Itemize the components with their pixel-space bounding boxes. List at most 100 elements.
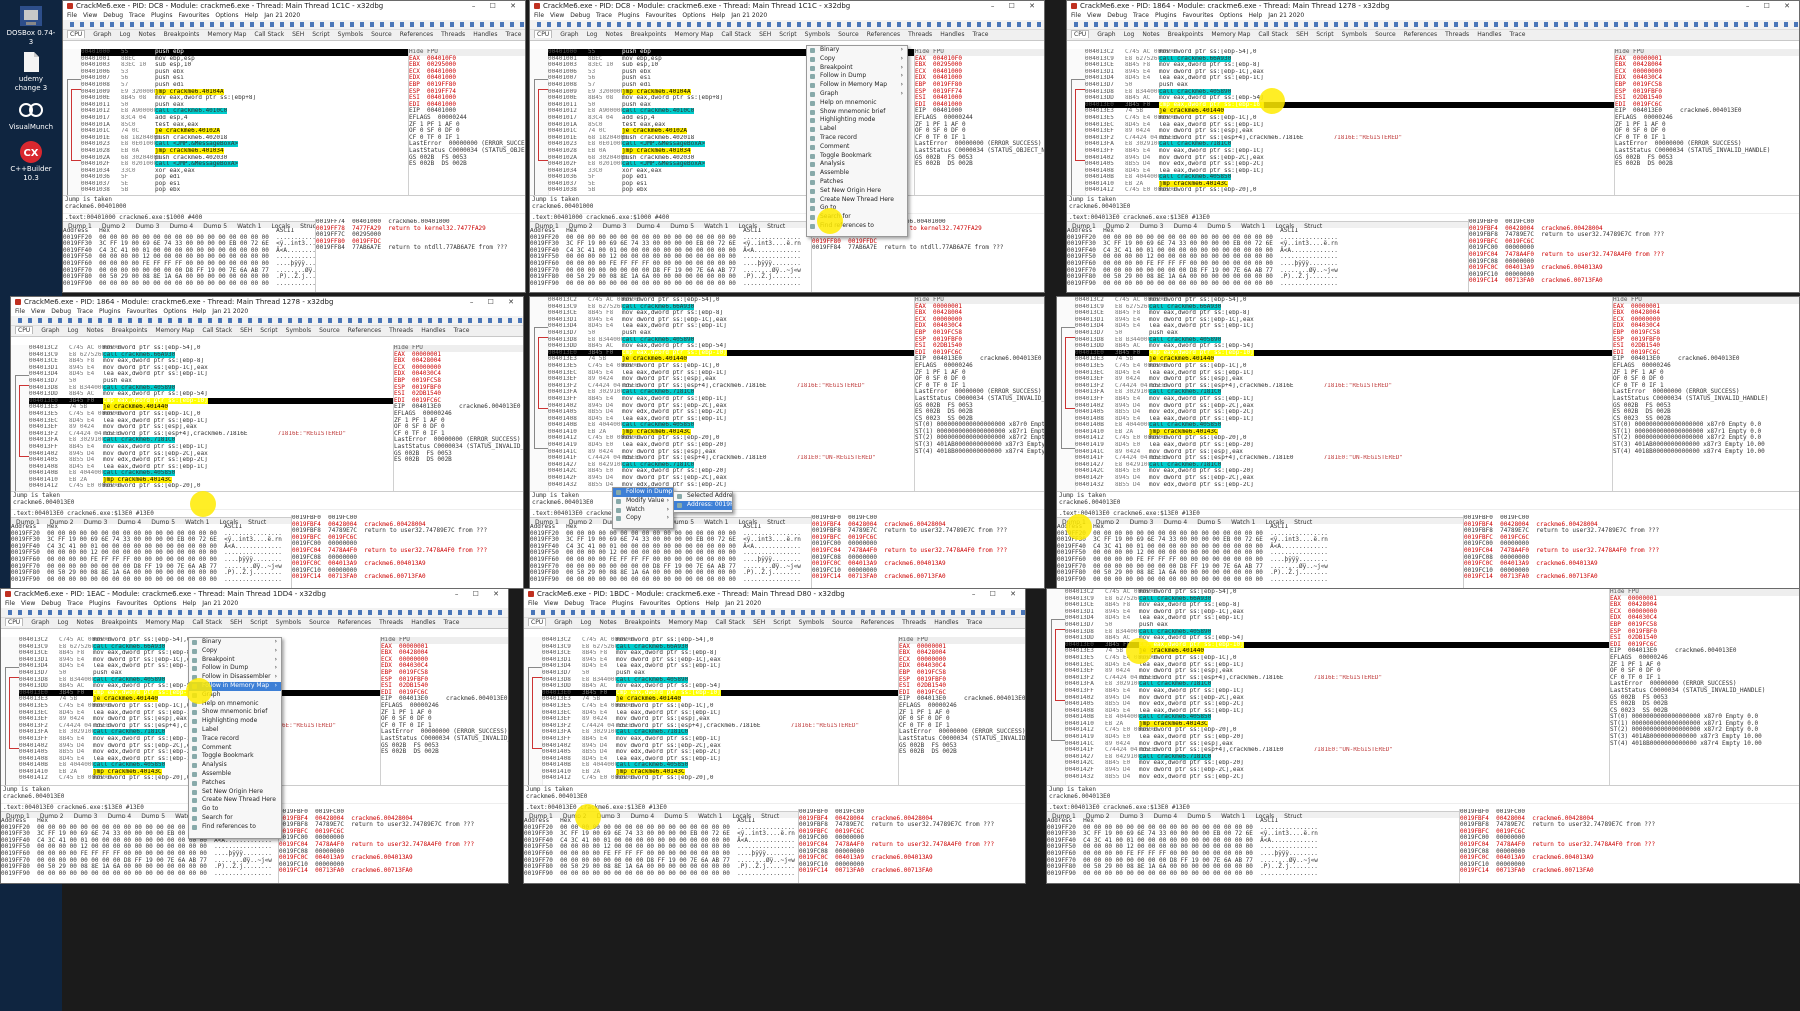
register-line[interactable]: EBX 00428004 bbox=[1613, 309, 1660, 317]
register-line[interactable]: OF 0 SF 0 DF 0 bbox=[409, 127, 460, 135]
tab-seh[interactable]: SEH bbox=[759, 31, 772, 38]
tab-dump-5[interactable]: Dump 5 bbox=[670, 223, 695, 230]
disasm-line[interactable]: 004013DD 8B45 AC mov eax,dword ptr ss:[ebp… bbox=[1065, 635, 1610, 642]
disasm-line[interactable]: 00401408 8D45 E4 lea eax,dword ptr ss:[ebp… bbox=[548, 416, 915, 423]
register-line[interactable]: EBX 00428004 bbox=[915, 309, 962, 317]
register-line[interactable]: ESP 0019FBF0 bbox=[899, 675, 946, 683]
tab-memory-map[interactable]: Memory Map bbox=[155, 327, 195, 334]
tab-dump-2[interactable]: Dump 2 bbox=[1085, 813, 1110, 820]
register-line[interactable]: EFLAGS 00000246 bbox=[1610, 653, 1668, 661]
register-line[interactable]: ECX 00000000 bbox=[915, 315, 962, 323]
menu-item-trace[interactable]: Trace bbox=[590, 600, 606, 607]
disasm-line[interactable]: 00401412 C745 E0 000000mov dword ptr ss:[… bbox=[1075, 435, 1613, 442]
register-line[interactable]: ES 002B DS 002B bbox=[915, 408, 973, 416]
disasm-line[interactable]: 004013FA E8 30291000call crackme6.7181C0 bbox=[548, 389, 915, 396]
disasm-line[interactable]: 004013D7 50 push eax bbox=[19, 670, 381, 677]
context-menu-item[interactable]: Help on mnemonic bbox=[189, 700, 281, 709]
tab-dump-1[interactable]: Dump 1 bbox=[6, 813, 30, 820]
tab-symbols[interactable]: Symbols bbox=[804, 31, 831, 38]
disassembly-pane[interactable]: 004013C2 C745 AC 000000mov dword ptr ss:[… bbox=[530, 297, 915, 491]
tab-struct[interactable]: Struct bbox=[300, 223, 319, 230]
disasm-line[interactable]: 00401036 5F pop edi bbox=[548, 174, 915, 181]
menu-item-favourites[interactable]: Favourites bbox=[178, 12, 210, 19]
register-line[interactable]: CS 0023 SS 002B bbox=[1613, 414, 1671, 422]
disasm-line[interactable]: 00401001 8BEC mov ebp,esp bbox=[81, 56, 409, 63]
register-line[interactable]: ESI 02DB1540 bbox=[1610, 634, 1657, 642]
tab-call-stack[interactable]: Call Stack bbox=[192, 619, 223, 626]
tab-cpu[interactable]: CPU bbox=[534, 30, 553, 38]
tab-breakpoints[interactable]: Breakpoints bbox=[1167, 31, 1204, 38]
register-line[interactable]: CF 0 TF 0 IF 1 bbox=[381, 721, 432, 729]
disasm-line[interactable]: 00401037 5E pop esi bbox=[548, 181, 915, 188]
disasm-line[interactable]: 004013D4 8D45 E4 lea eax,dword ptr ss:[ebp… bbox=[1065, 615, 1610, 622]
disasm-line[interactable]: 004013C2 C745 AC 000000mov dword ptr ss:[… bbox=[542, 637, 899, 644]
tab-struct[interactable]: Struct bbox=[761, 813, 780, 820]
tab-call-stack[interactable]: Call Stack bbox=[715, 619, 746, 626]
register-line[interactable]: EBP 0019FC58 bbox=[1615, 80, 1662, 88]
context-menu-item[interactable]: Assemble bbox=[807, 169, 907, 178]
stack-pane[interactable]: 0019FBF0 0019FC00 0019FBF4 00428004 crack… bbox=[798, 809, 1025, 883]
disasm-line[interactable]: 00401405 8B55 D4 mov edx,dword ptr ss:[ebp… bbox=[548, 409, 915, 416]
register-line[interactable]: CS 0023 SS 002B bbox=[1610, 706, 1668, 714]
tab-references[interactable]: References bbox=[866, 31, 901, 38]
disasm-line[interactable]: 004013EC 8D45 E4 lea eax,dword ptr ss:[ebp… bbox=[19, 710, 381, 717]
tab-struct[interactable]: Struct bbox=[767, 519, 786, 526]
disasm-line[interactable]: 004013D4 8D45 E4 lea eax,dword ptr ss:[ebp… bbox=[1085, 75, 1615, 82]
tab-symbols[interactable]: Symbols bbox=[285, 327, 312, 334]
disasm-line[interactable]: 004013D8 E8 B3440000call crackme6.405890 bbox=[19, 676, 381, 684]
register-line[interactable]: LastStatus C0000034 (STATUS_INVALID_HAND… bbox=[394, 442, 523, 450]
tab-log[interactable]: Log bbox=[586, 31, 598, 38]
disasm-line[interactable]: 004013D4 8D45 E4 lea eax,dword ptr ss:[ebp… bbox=[29, 371, 394, 378]
disasm-line[interactable]: 004013D4 8D45 E4 lea eax,dword ptr ss:[ebp… bbox=[1075, 323, 1613, 330]
disasm-line[interactable]: 004013DD 8B45 AC mov eax,dword ptr ss:[ebp… bbox=[19, 683, 381, 690]
tab-dump-2[interactable]: Dump 2 bbox=[1095, 519, 1120, 526]
tab-references[interactable]: References bbox=[399, 31, 434, 38]
tab-symbols[interactable]: Symbols bbox=[275, 619, 302, 626]
register-line[interactable]: EAX 00000001 bbox=[915, 302, 962, 310]
disasm-line[interactable]: 0040142F 8945 D4 mov dword ptr ss:[ebp-2C]… bbox=[548, 475, 915, 482]
disasm-line[interactable]: 00401408 8D45 E4 lea eax,dword ptr ss:[ebp… bbox=[29, 464, 394, 471]
context-menu-item[interactable]: Comment bbox=[189, 744, 281, 753]
disasm-line[interactable]: 00401408 8D45 E4 lea eax,dword ptr ss:[ebp… bbox=[1065, 708, 1610, 715]
disasm-line[interactable]: 004013E0 3B45 F0 cmp eax,dword ptr ss:[ebp… bbox=[29, 397, 394, 405]
register-line[interactable]: EDX 004030C4 bbox=[1615, 74, 1662, 82]
register-line[interactable]: CF 0 TF 0 IF 1 bbox=[409, 133, 460, 141]
tab-memory-map[interactable]: Memory Map bbox=[668, 619, 708, 626]
disasm-line[interactable]: 0040140B E8 40440000call crackme6.405850 bbox=[1065, 714, 1610, 721]
context-menu-item[interactable]: Breakpoint bbox=[189, 656, 281, 665]
disasm-line[interactable]: 00401402 8945 D4 mov dword ptr ss:[ebp-2C]… bbox=[542, 743, 899, 750]
disasm-line[interactable]: 004013FF 8B45 E4 mov eax,dword ptr ss:[ebp… bbox=[1065, 688, 1610, 695]
disasm-line[interactable]: 00401410 EB 2A jmp crackme6.40143C bbox=[548, 428, 915, 436]
register-line[interactable]: LastStatus C0000034 (STATUS_INVALID_HAND… bbox=[381, 734, 508, 742]
disasm-line[interactable]: 004013C2 C745 AC 000000mov dword ptr ss:[… bbox=[1075, 297, 1613, 304]
disasm-line[interactable]: 004013FA E8 30291000call crackme6.7181C0 bbox=[1075, 389, 1613, 396]
window-controls[interactable]: – ☐ ✕ bbox=[469, 298, 520, 306]
tab-log[interactable]: Log bbox=[119, 31, 131, 38]
disasm-line[interactable]: 00401008 57 push edi bbox=[548, 82, 915, 89]
register-line[interactable]: EIP 004013E0 crackme6.004013E0 bbox=[394, 403, 521, 411]
menu-item-favourites[interactable]: Favourites bbox=[645, 12, 677, 19]
disasm-line[interactable]: 004013D7 50 push eax bbox=[1065, 622, 1610, 629]
toolbar[interactable] bbox=[63, 20, 525, 30]
register-line[interactable]: ES 002B DS 002B bbox=[394, 456, 452, 464]
dump-pane[interactable]: Address Hex ASCII 0019FF20 00 00 00 00 00… bbox=[1057, 524, 1466, 588]
disasm-line[interactable]: 00401412 C745 E0 000000mov dword ptr ss:[… bbox=[1085, 187, 1615, 194]
register-line[interactable]: CF 0 TF 0 IF 1 bbox=[915, 133, 966, 141]
stack-pane[interactable]: 0019FBF0 0019FC00 0019FBF4 00428004 crack… bbox=[278, 809, 508, 883]
disasm-line[interactable]: 004013F2 C74424 04 EEEEmov dword ptr ss:[… bbox=[1075, 383, 1613, 390]
disasm-line[interactable]: 004013C9 E8 62752600call crackme6.66A930 bbox=[1065, 595, 1610, 603]
context-menu-item[interactable]: Show mnemonic brief bbox=[189, 708, 281, 717]
menu-item-options[interactable]: Options bbox=[682, 12, 706, 19]
register-line[interactable]: EBP 0019FC58 bbox=[394, 376, 441, 384]
disasm-line[interactable]: 00401402 8945 D4 mov dword ptr ss:[ebp-2C]… bbox=[1075, 403, 1613, 410]
toolbar[interactable] bbox=[524, 608, 1025, 618]
menu-item-trace[interactable]: Trace bbox=[129, 12, 145, 19]
register-line[interactable]: ST(3) 401AB0000000000000 x87r3 Empty 10.… bbox=[1613, 441, 1765, 449]
tab-symbols[interactable]: Symbols bbox=[798, 619, 825, 626]
disasm-line[interactable]: 004013D8 E8 B3440000call crackme6.405890 bbox=[542, 676, 899, 684]
disasm-line[interactable]: 004013C2 C745 AC 000000mov dword ptr ss:[… bbox=[19, 637, 381, 644]
register-line[interactable]: ESI 02DB1540 bbox=[394, 390, 441, 398]
